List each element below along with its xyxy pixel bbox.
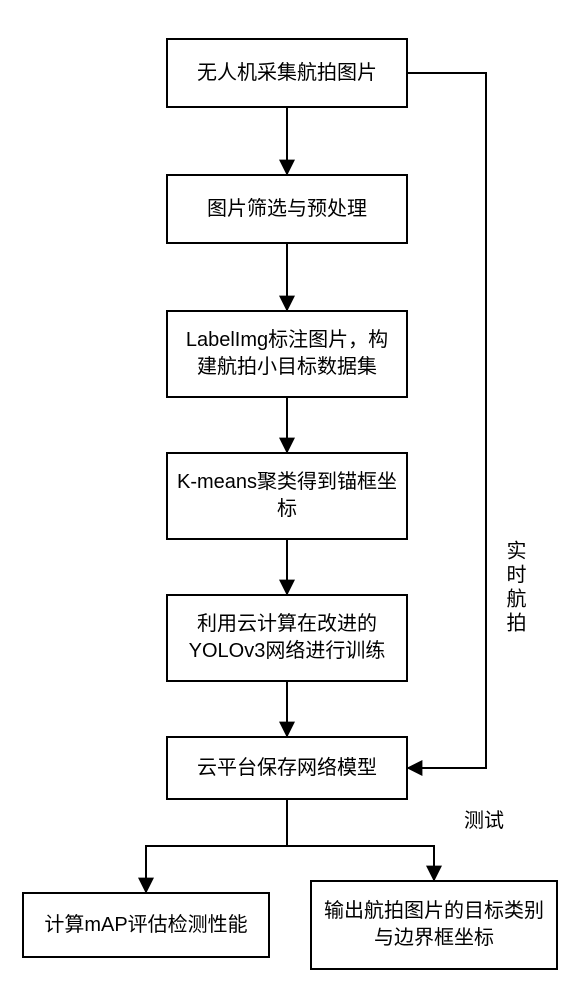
label-text: 测试 xyxy=(464,810,504,832)
label-text: 实时航拍 xyxy=(503,540,525,636)
flowchart-canvas: 无人机采集航拍图片 图片筛选与预处理 LabelImg标注图片，构建航拍小目标数… xyxy=(0,0,581,1000)
node-train-yolov3: 利用云计算在改进的YOLOv3网络进行训练 xyxy=(166,594,408,682)
node-labelimg: LabelImg标注图片，构建航拍小目标数据集 xyxy=(166,310,408,398)
label-realtime: 实时航拍 xyxy=(500,540,529,636)
node-text: 无人机采集航拍图片 xyxy=(197,60,377,87)
node-preprocess: 图片筛选与预处理 xyxy=(166,174,408,244)
node-text: 计算mAP评估检测性能 xyxy=(44,912,247,939)
node-kmeans: K-means聚类得到锚框坐标 xyxy=(166,452,408,540)
node-save-model: 云平台保存网络模型 xyxy=(166,736,408,800)
node-text: 云平台保存网络模型 xyxy=(197,755,377,782)
node-text: K-means聚类得到锚框坐标 xyxy=(176,469,398,523)
node-text: 输出航拍图片的目标类别与边界框坐标 xyxy=(320,898,548,952)
node-output-result: 输出航拍图片的目标类别与边界框坐标 xyxy=(310,880,558,970)
node-text: LabelImg标注图片，构建航拍小目标数据集 xyxy=(176,327,398,381)
node-text: 利用云计算在改进的YOLOv3网络进行训练 xyxy=(176,611,398,665)
node-collect-images: 无人机采集航拍图片 xyxy=(166,38,408,108)
node-map-eval: 计算mAP评估检测性能 xyxy=(22,892,270,958)
node-text: 图片筛选与预处理 xyxy=(207,196,367,223)
label-test: 测试 xyxy=(464,804,504,833)
